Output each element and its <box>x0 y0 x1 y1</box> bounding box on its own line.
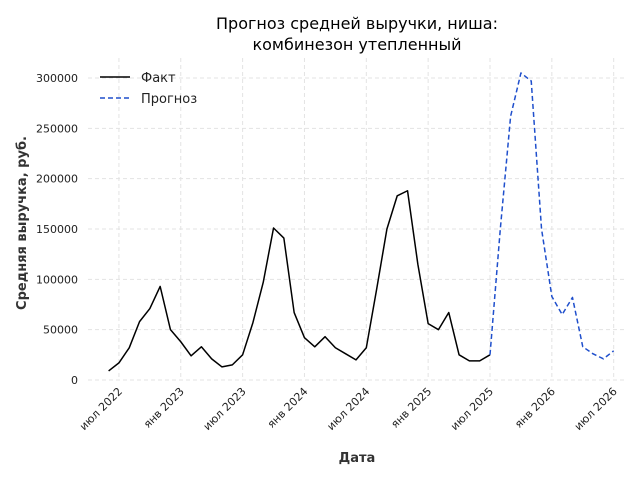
x-axis-ticks: июл 2022 янв 2023 июл 2023 янв 2024 июл 2024… <box>77 385 620 433</box>
x-tick-label: июл 2022 <box>77 385 125 433</box>
x-tick-label: июл 2026 <box>572 385 620 433</box>
x-tick-label: янв 2023 <box>141 385 187 431</box>
x-tick-label: янв 2026 <box>512 385 558 431</box>
y-tick-label: 100000 <box>36 273 78 286</box>
grid <box>88 58 624 381</box>
y-tick-label: 50000 <box>43 324 78 337</box>
x-tick-label: июл 2024 <box>324 385 372 433</box>
legend-label-forecast: Прогноз <box>141 92 197 107</box>
legend: Факт Прогноз <box>100 71 197 107</box>
legend-label-fact: Факт <box>141 71 176 86</box>
y-axis-label: Средняя выручка, руб. <box>15 136 30 310</box>
chart-title-line-1: Прогноз средней выручки, ниша: <box>216 14 498 33</box>
series-line-fact <box>108 190 491 372</box>
y-tick-label: 250000 <box>36 122 78 135</box>
x-tick-label: янв 2024 <box>265 385 311 431</box>
series-lines <box>108 72 615 372</box>
x-axis-label: Дата <box>339 451 376 466</box>
chart-title-line-2: комбинезон утепленный <box>252 35 461 54</box>
y-tick-label: 300000 <box>36 72 78 85</box>
y-axis-ticks: 0 50000 100000 150000 200000 250000 300000 <box>36 72 78 387</box>
x-tick-label: янв 2025 <box>388 385 434 431</box>
x-tick-label: июл 2025 <box>448 385 496 433</box>
y-tick-label: 200000 <box>36 173 78 186</box>
y-tick-label: 150000 <box>36 223 78 236</box>
x-tick-label: июл 2023 <box>201 385 249 433</box>
y-tick-label: 0 <box>71 374 78 387</box>
series-line-forecast <box>489 72 615 360</box>
